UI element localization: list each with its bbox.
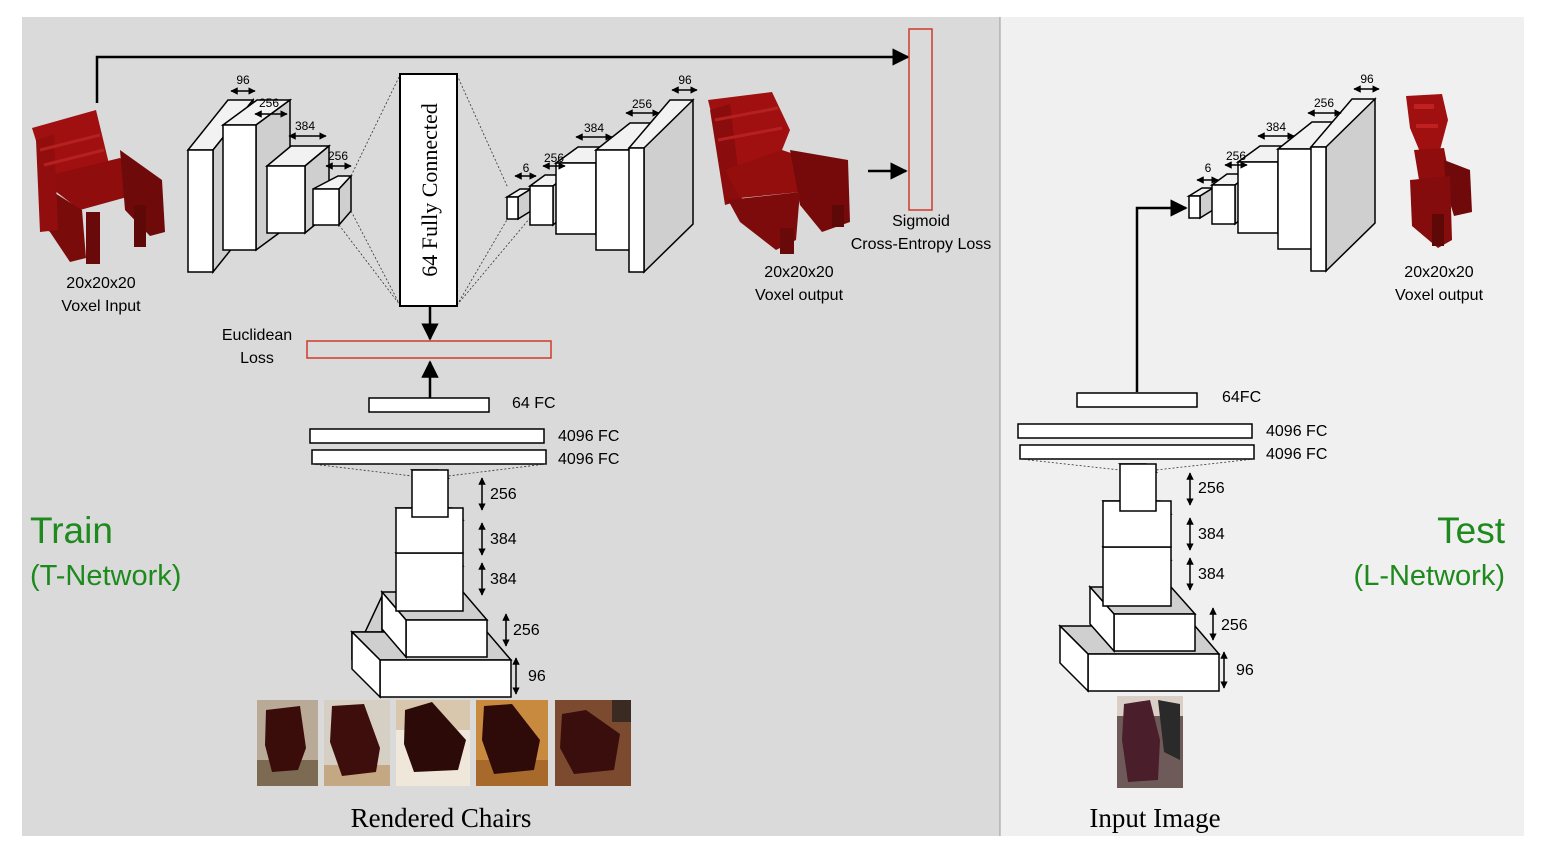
test-fc-dotted <box>1019 458 1255 471</box>
train-conv-stack <box>350 469 513 699</box>
train-decoder-width-arrows <box>514 86 698 180</box>
test-dec-width-label-4: 256 <box>1314 96 1334 110</box>
rendered-chair-4 <box>476 700 548 786</box>
test-decoder-width-arrows <box>1196 85 1380 184</box>
train-conv-height-label-2: 384 <box>490 531 517 548</box>
enc-width-label-2: 256 <box>259 96 279 110</box>
train-title: Train <box>30 510 113 551</box>
test-dec-width-label-2: 256 <box>1226 149 1246 163</box>
sigmoid-loss-box <box>908 28 933 211</box>
skip-connection-arrow <box>95 48 910 103</box>
test-conv-height-label-1: 256 <box>1198 480 1225 497</box>
test-fc-label-3: 4096 FC <box>1266 446 1327 463</box>
train-dec-width-label-5: 96 <box>678 73 692 87</box>
test-conv-height-label-4: 256 <box>1221 617 1248 634</box>
train-panel <box>22 17 1000 836</box>
fully-connected-box <box>399 73 458 307</box>
test-fc-layers <box>1017 392 1255 460</box>
test-conv-height-label-3: 384 <box>1198 566 1225 583</box>
train-dec-width-label-4: 256 <box>632 97 652 111</box>
fully-connected-label: 64 Fully Connected <box>417 103 442 277</box>
enc-width-label-4: 256 <box>328 149 348 163</box>
sigmoid-loss-label-2: Cross-Entropy Loss <box>851 236 992 253</box>
train-voxel-output-caption-2: Voxel output <box>755 287 844 304</box>
euclidean-loss-box <box>306 340 552 359</box>
train-dec-width-label-3: 384 <box>584 121 604 135</box>
test-conv-height-label-2: 384 <box>1198 526 1225 543</box>
rendered-chair-5 <box>555 700 631 786</box>
train-fc-dotted <box>311 463 547 477</box>
test-fc-label-2: 4096 FC <box>1266 423 1327 440</box>
train-voxel-output-chair <box>708 92 850 254</box>
test-dec-width-label-5: 96 <box>1360 72 1374 86</box>
rendered-chair-3 <box>396 700 470 786</box>
rendered-chair-1 <box>257 700 318 786</box>
train-conv-height-label-4: 256 <box>513 622 540 639</box>
train-fc-label-1: 64 FC <box>512 395 556 412</box>
train-fc-label-2: 4096 FC <box>558 428 619 445</box>
sigmoid-loss-label-1: Sigmoid <box>892 213 950 230</box>
test-fc-to-decoder-arrow <box>1135 199 1188 392</box>
train-decoder-blocks <box>504 98 695 274</box>
encoder-blocks <box>186 97 353 275</box>
input-image-caption: Input Image <box>1089 803 1220 833</box>
train-dec-width-label-1: 6 <box>523 161 530 175</box>
encoder-width-arrows <box>230 87 352 170</box>
enc-width-label-1: 96 <box>236 73 250 87</box>
test-dec-width-label-3: 384 <box>1266 120 1286 134</box>
train-fc-layers <box>309 397 547 465</box>
input-chair-photo <box>1117 696 1183 788</box>
train-dec-width-label-2: 256 <box>544 151 564 165</box>
test-conv-stack <box>1058 463 1221 693</box>
voxel-input-caption-1: 20x20x20 <box>66 275 135 292</box>
test-conv-height-label-5: 96 <box>1236 662 1254 679</box>
train-conv-height-arrows <box>478 477 520 695</box>
train-fc-label-3: 4096 FC <box>558 451 619 468</box>
euclidean-loss-label-1: Euclidean <box>222 327 292 344</box>
train-conv-height-label-5: 96 <box>528 668 546 685</box>
test-voxel-output-caption-1: 20x20x20 <box>1404 264 1473 281</box>
test-fc-label-1: 64FC <box>1222 389 1261 406</box>
test-conv-height-arrows <box>1186 472 1228 689</box>
test-subtitle: (L-Network) <box>1354 560 1505 592</box>
train-subtitle: (T-Network) <box>30 560 181 592</box>
rendered-chairs-caption: Rendered Chairs <box>351 803 532 833</box>
train-voxel-output-caption-1: 20x20x20 <box>764 264 833 281</box>
rendered-chair-photos <box>257 700 631 786</box>
voxel-input-caption-2: Voxel Input <box>61 298 141 315</box>
test-voxel-output-chair <box>1406 94 1472 248</box>
enc-width-label-3: 384 <box>295 119 315 133</box>
voxel-input-chair <box>32 110 165 264</box>
test-dec-width-label-1: 6 <box>1205 161 1212 175</box>
train-conv-height-label-3: 384 <box>490 571 517 588</box>
rendered-chair-2 <box>324 700 390 786</box>
test-voxel-output-caption-2: Voxel output <box>1395 287 1484 304</box>
train-conv-height-label-1: 256 <box>490 486 517 503</box>
test-title: Test <box>1437 510 1506 551</box>
euclidean-loss-label-2: Loss <box>240 350 274 367</box>
fc-connector-lines <box>338 74 531 306</box>
